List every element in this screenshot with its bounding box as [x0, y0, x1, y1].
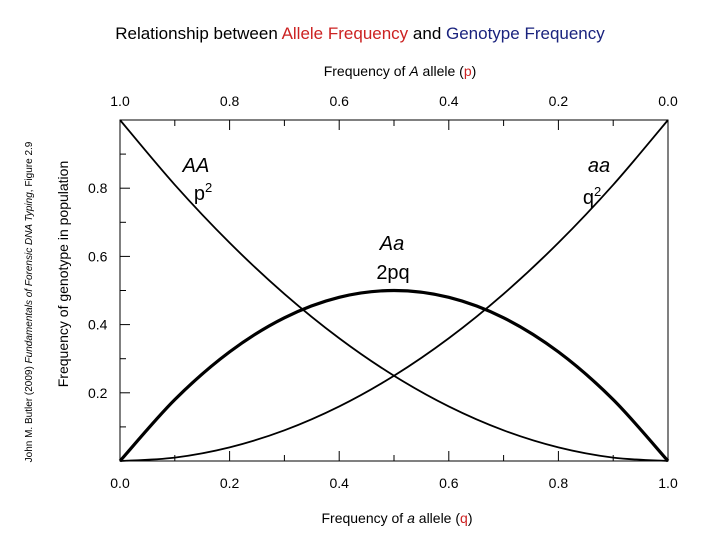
bottom-axis-tick-label: 1.0: [658, 475, 678, 491]
annotation-Aa-formula-base: 2pq: [376, 262, 409, 284]
chart-title: Relationship between Allele Frequency an…: [115, 24, 605, 43]
series-line-AA: [119, 119, 669, 462]
top-axis-label-var: A: [408, 63, 418, 79]
top-axis-label: Frequency of A allele (p): [324, 63, 477, 79]
citation-author: John M. Butler (2009): [24, 363, 35, 462]
y-axis-tick-label: 0.2: [88, 385, 108, 401]
top-axis-tick-label: 0.2: [549, 93, 569, 109]
top-axis-label-pre: Frequency of: [324, 63, 410, 79]
genotype-curves: [118, 119, 670, 463]
bottom-axis-label-mid: allele (: [415, 510, 460, 526]
chart-title-middle: and: [408, 24, 446, 43]
annotation-AA-formula: p2: [194, 180, 212, 205]
y-axis-tick-label: 0.6: [88, 248, 108, 264]
citation-book: Fundamentals of Forensic DNA Typing: [24, 192, 35, 364]
citation-figure: , Figure 2.9: [24, 141, 35, 192]
top-axis-tick-label: 0.6: [329, 93, 349, 109]
chart-title-genotype: Genotype Frequency: [446, 24, 605, 43]
top-axis-label-mid: allele (: [419, 63, 464, 79]
top-axis-tick-label: 0.4: [439, 93, 459, 109]
bottom-axis-tick-label: 0.2: [220, 475, 240, 491]
bottom-axis-label-sym: q: [460, 510, 468, 526]
bottom-axis-tick-label: 0.0: [110, 475, 130, 491]
axis-ticks: [119, 120, 669, 461]
annotation-Aa-name: Aa: [379, 233, 404, 255]
figure-citation: John M. Butler (2009) Fundamentals of Fo…: [24, 141, 35, 462]
annotation-aa-name: aa: [588, 155, 610, 177]
top-axis-tick-label: 0.0: [658, 93, 678, 109]
bottom-axis-tick-label: 0.6: [439, 475, 459, 491]
bottom-axis-tick-label: 0.4: [329, 475, 349, 491]
annotation-aa-formula-base: q: [583, 187, 594, 209]
annotation-Aa-formula: 2pq: [376, 262, 409, 284]
bottom-axis-label-var: a: [407, 510, 415, 526]
bottom-axis-label-post: ): [468, 510, 473, 526]
chart-title-allele: Allele Frequency: [282, 24, 409, 43]
annotation-AA-formula-sup: 2: [205, 180, 212, 195]
top-axis-tick-label: 1.0: [110, 93, 130, 109]
series-line-aa: [119, 119, 669, 462]
y-axis-tick-label: 0.8: [88, 180, 108, 196]
annotation-AA: AA p2: [182, 155, 213, 205]
annotation-AA-formula-base: p: [194, 183, 205, 205]
y-axis-tick-label: 0.4: [88, 317, 108, 333]
annotation-Aa: Aa 2pq: [376, 233, 409, 284]
bottom-axis-tick-label: 0.8: [549, 475, 569, 491]
annotation-aa-formula: q2: [583, 184, 601, 209]
bottom-axis-label: Frequency of a allele (q): [321, 510, 472, 526]
y-axis-label: Frequency of genotype in population: [55, 161, 71, 388]
top-axis-label-post: ): [472, 63, 477, 79]
bottom-axis-label-pre: Frequency of: [321, 510, 407, 526]
series-line-Aa: [118, 288, 670, 463]
top-axis-label-sym: p: [464, 63, 472, 79]
top-axis-tick-label: 0.8: [220, 93, 240, 109]
annotation-AA-name: AA: [182, 155, 210, 177]
axis-tick-labels: 1.0 0.8 0.6 0.4 0.2 0.0 0.0 0.2 0.4 0.6 0.8 1.0 0.2 0…: [88, 93, 678, 491]
annotation-aa: aa q2: [583, 155, 610, 209]
chart-title-prefix: Relationship between: [115, 24, 281, 43]
annotation-aa-formula-sup: 2: [594, 184, 601, 199]
